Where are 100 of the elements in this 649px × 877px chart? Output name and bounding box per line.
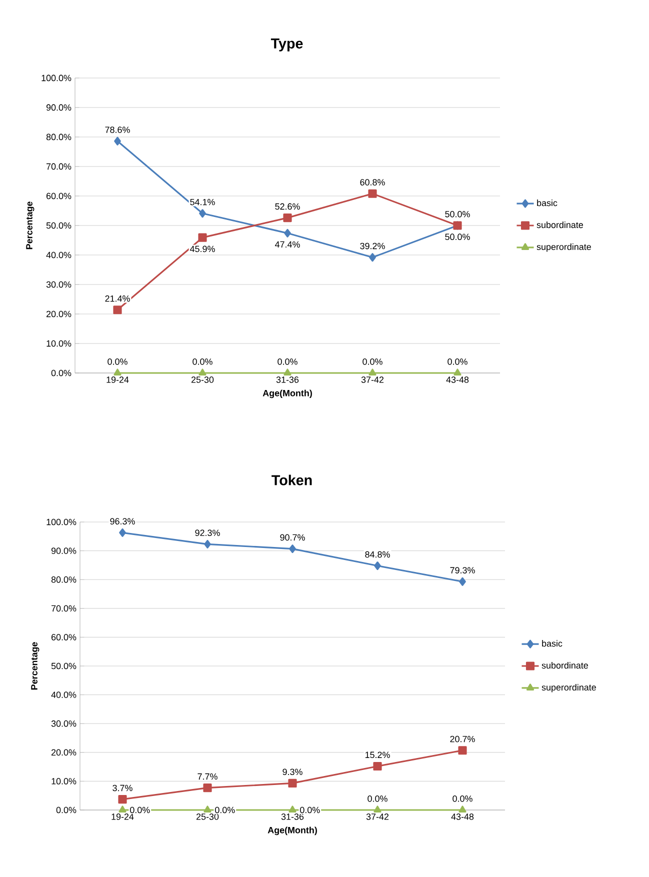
data-label: 9.3% [282,768,302,776]
data-label: 20.7% [450,736,475,742]
y-tick-label: 10.0% [52,778,76,784]
y-tick-label: 50.0% [46,222,72,229]
data-label: 0.0% [300,806,320,814]
chart-title: Token [272,474,312,486]
point [114,136,121,146]
legend-label: basic [537,200,558,206]
point [283,214,292,222]
y-tick-label: 40.0% [51,692,76,698]
point [288,806,296,813]
y-tick-label: 80.0% [51,576,76,583]
point [119,528,126,537]
y-tick-label: 40.0% [46,252,72,258]
point [458,746,467,755]
point [203,784,212,792]
point [113,306,122,314]
point [368,368,376,376]
point [284,228,291,238]
data-label: 0.0% [278,358,298,365]
point [374,806,382,813]
y-tick-label: 80.0% [46,134,72,140]
data-label: 7.7% [198,773,218,780]
data-label: 50.0% [445,234,470,240]
y-tick-label: 90.0% [46,104,72,111]
x-axis-title: Age(Month) [262,390,312,398]
point [118,806,126,813]
data-label: 45.9% [190,246,215,252]
point [368,189,377,198]
legend-label: basic [542,640,562,647]
point [204,806,212,813]
y-tick-label: 0.0% [56,806,76,814]
y-tick-label: 90.0% [51,548,76,554]
y-tick-label: 60.0% [52,634,76,640]
y-tick-label: 20.0% [52,749,76,756]
point [369,253,376,262]
x-tick-label: 37-42 [366,814,389,820]
data-label: 84.8% [365,551,390,558]
point [459,577,466,586]
data-label: 15.2% [365,752,390,758]
data-label: 0.0% [108,358,128,365]
y-axis-title: Percentage [26,202,34,250]
point [198,233,207,242]
y-tick-label: 60.0% [46,192,72,200]
data-label: 96.3% [110,518,135,524]
data-label: 0.0% [130,806,150,814]
legend-label: subordinate [536,221,583,228]
data-label: 0.0% [362,358,382,365]
data-label: 0.0% [192,358,212,365]
data-label: 92.3% [195,530,220,536]
point [373,762,382,771]
point [289,544,296,554]
point [204,540,211,548]
data-label: 54.1% [190,198,215,206]
data-label: 0.0% [215,806,235,814]
y-tick-label: 0.0% [51,370,72,376]
point [118,795,127,804]
y-tick-label: 30.0% [51,720,76,727]
x-tick-label: 25-30 [196,814,219,820]
y-tick-label: 70.0% [52,605,76,612]
data-label: 90.7% [280,534,305,541]
x-tick-label: 25-30 [191,376,214,383]
point [374,561,381,570]
data-label: 47.4% [274,241,300,248]
x-tick-label: 43-48 [446,376,469,383]
x-tick-label: 31-36 [276,376,299,383]
data-label: 60.8% [360,179,385,186]
point [288,778,297,788]
data-label: 39.2% [360,242,385,250]
data-label: 78.6% [105,126,130,133]
data-label: 0.0% [368,795,388,802]
data-label: 0.0% [452,795,472,802]
y-axis-title: Percentage [31,642,40,690]
y-tick-label: 100.0% [42,74,72,82]
data-label: 21.4% [105,295,130,302]
point [199,209,206,218]
y-tick-label: 100.0% [46,518,76,526]
x-tick-label: 19-24 [112,814,134,820]
data-label: 0.0% [448,358,468,365]
x-tick-label: 37-42 [361,376,384,383]
legend-label: superordinate [536,243,591,252]
data-label: 50.0% [445,210,470,218]
x-tick-label: 19-24 [106,376,129,383]
y-tick-label: 50.0% [51,662,76,670]
y-tick-label: 30.0% [46,281,72,288]
y-tick-label: 10.0% [46,340,72,347]
point [114,368,122,376]
data-label: 79.3% [450,567,475,574]
data-label: 3.7% [112,784,132,792]
point [454,368,462,376]
data-label: 52.6% [275,203,300,210]
point [284,368,292,376]
x-tick-label: 31-36 [281,814,304,820]
legend-label: superordinate [542,684,596,692]
x-axis-title: Age(Month) [268,826,317,836]
y-tick-label: 70.0% [46,163,72,170]
point [458,806,466,813]
y-tick-label: 20.0% [46,310,72,318]
chart-title: Type [270,38,303,52]
point [198,368,206,376]
